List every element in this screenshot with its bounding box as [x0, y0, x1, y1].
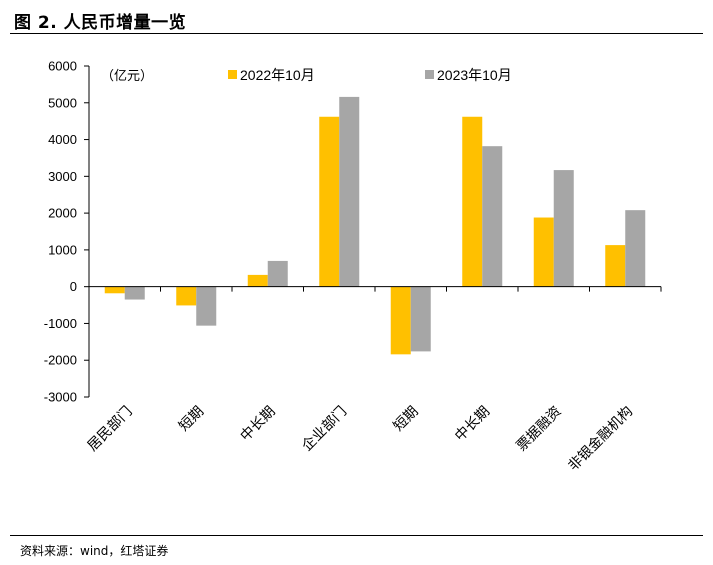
bar-series1 [176, 286, 197, 306]
bar-series2 [410, 286, 431, 352]
figure-title: 图 2. 人民币增量一览 [14, 13, 187, 33]
bar-series1 [462, 116, 483, 287]
y-tick-label: 3000 [48, 169, 77, 184]
y-tick-label: 5000 [48, 95, 77, 110]
x-axis [88, 286, 662, 292]
legend-swatch [425, 70, 434, 79]
y-tick-label: 4000 [48, 132, 77, 147]
bar-series1 [104, 286, 125, 294]
legend-swatch [228, 70, 237, 79]
y-tick-label: -2000 [44, 353, 77, 368]
bar-series2 [625, 210, 646, 287]
bar-series2 [339, 96, 360, 287]
bar-series2 [196, 286, 217, 326]
y-tick-label: 1000 [48, 242, 77, 257]
category-labels: 居民部门 短期 中长期 企业部门 短期 中长期 票据融资 非银金融机构 [85, 403, 636, 474]
bar-series1 [247, 274, 268, 287]
category-label: 企业部门 [298, 403, 350, 455]
bar-series2 [267, 260, 288, 287]
category-label: 中长期 [238, 404, 279, 445]
legend-label: 2022年10月 [240, 67, 315, 83]
category-label: 非银金融机构 [565, 404, 636, 475]
y-tick-label: 0 [70, 279, 77, 294]
y-axis: 6000 5000 4000 3000 2000 1000 0 -1000 -2000 -3000 [44, 59, 90, 405]
bar-series1 [319, 116, 340, 287]
category-label: 票据融资 [514, 404, 565, 455]
legend-label: 2023年10月 [437, 67, 512, 83]
source-note: 资料来源：wind，红塔证券 [20, 544, 169, 558]
bar-series2 [553, 170, 574, 287]
bars [104, 96, 646, 355]
category-label: 短期 [390, 404, 421, 435]
bar-series1 [605, 245, 626, 287]
unit-label: （亿元） [101, 69, 153, 84]
category-label: 中长期 [452, 404, 493, 445]
bar-series1 [390, 286, 411, 355]
y-tick-label: -3000 [44, 390, 77, 405]
bar-chart: 6000 5000 4000 3000 2000 1000 0 -1000 -2000 -3000… [44, 59, 662, 474]
bar-series2 [124, 286, 145, 300]
category-label: 居民部门 [85, 404, 136, 455]
legend: 2022年10月 2023年10月 [228, 67, 512, 83]
y-tick-label: -1000 [44, 316, 77, 331]
bottom-rule [10, 535, 703, 536]
y-tick-label: 6000 [48, 59, 77, 74]
bar-series1 [533, 217, 554, 287]
category-label: 短期 [176, 404, 207, 435]
top-rule [10, 33, 703, 34]
y-tick-label: 2000 [48, 206, 77, 221]
bar-series2 [482, 146, 503, 287]
